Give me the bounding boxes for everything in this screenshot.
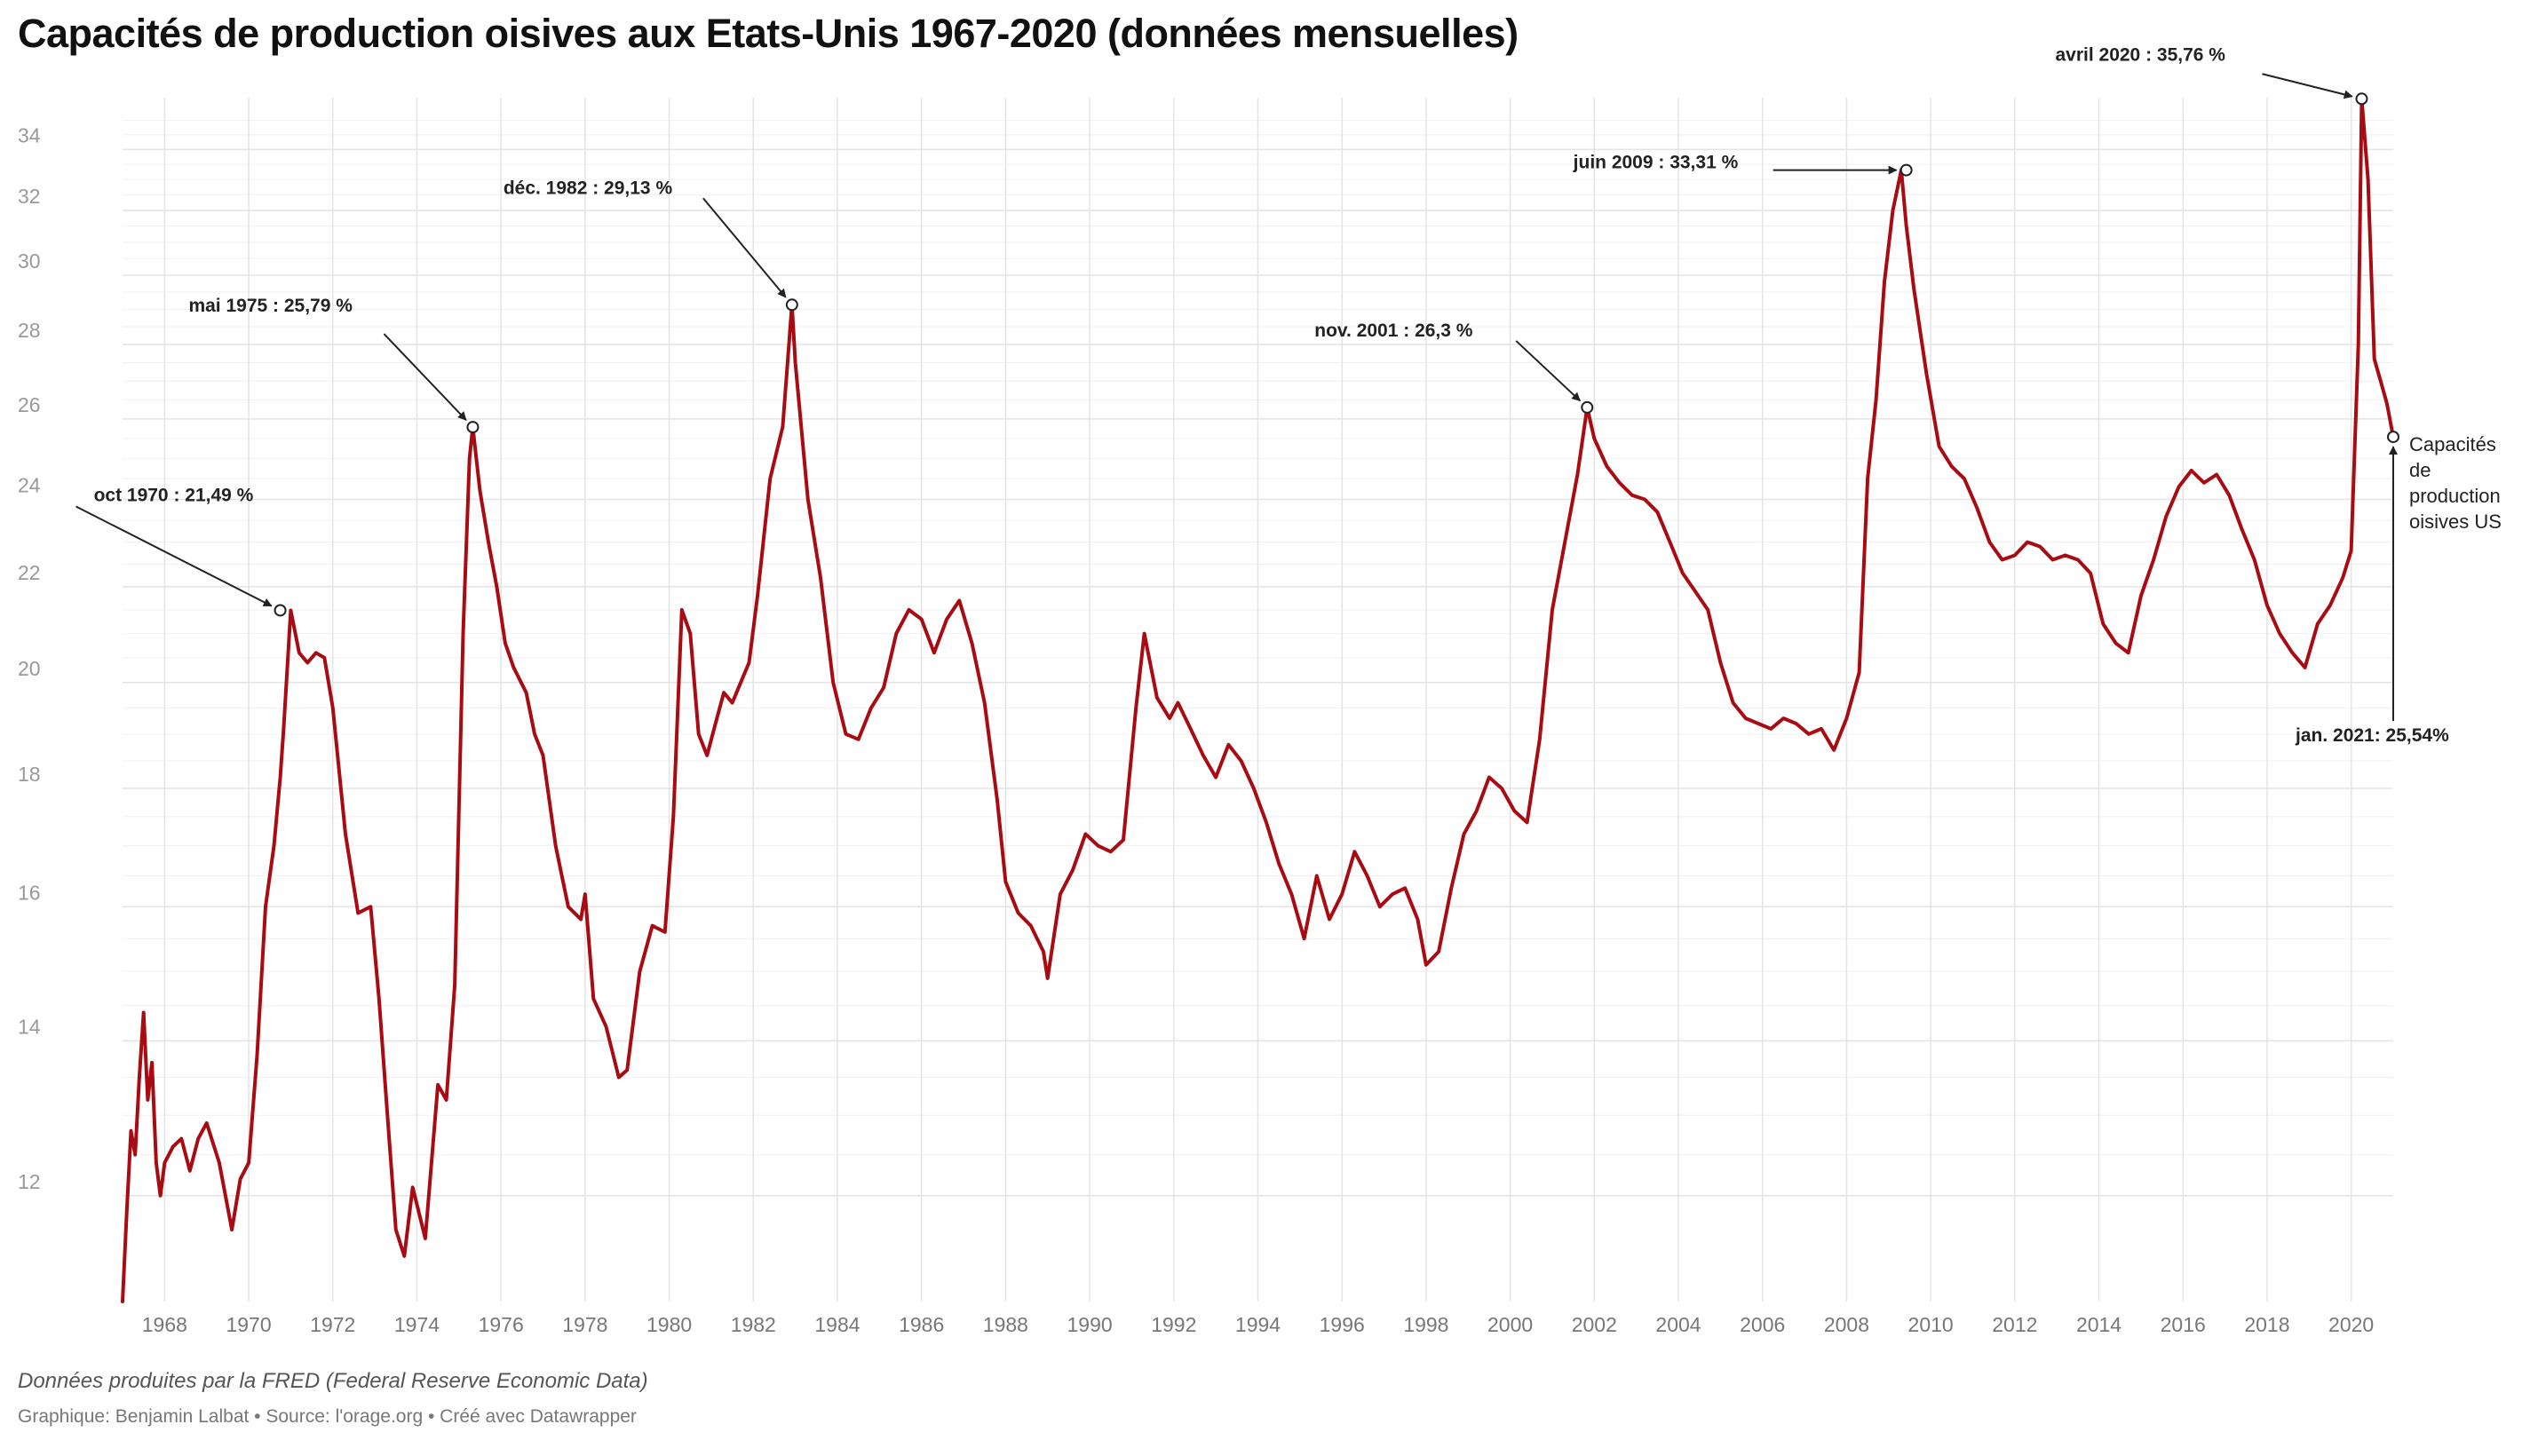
annotation-marker <box>2387 431 2399 444</box>
annotation-arrow <box>1515 340 1581 402</box>
y-tick-label: 24 <box>18 473 41 496</box>
x-axis: 1968 1970 1972 1974 1976 1978 1980 1982 1984 1986… <box>142 1313 2374 1336</box>
series-end-label-line: production <box>2409 485 2501 507</box>
annotation-marker <box>466 421 480 434</box>
y-tick-label: 30 <box>18 249 41 273</box>
annotation-arrow <box>383 333 467 421</box>
x-tick-label: 1978 <box>562 1313 607 1336</box>
annotation-marker <box>1581 400 1594 414</box>
x-tick-label: 1998 <box>1403 1313 1448 1336</box>
y-tick-label: 32 <box>18 185 41 208</box>
annotation-arrow <box>702 197 787 298</box>
annotation-label: déc. 1982 : 29,13 % <box>504 178 673 198</box>
y-tick-label: 18 <box>18 763 41 786</box>
series-line <box>121 97 2395 1303</box>
x-tick-label: 2020 <box>2328 1313 2374 1336</box>
x-tick-label: 2012 <box>1992 1313 2037 1336</box>
grid-lines <box>123 98 2393 1302</box>
annotation-arrow <box>75 505 273 607</box>
x-tick-label: 1974 <box>394 1313 440 1336</box>
x-tick-label: 1970 <box>226 1313 271 1336</box>
x-tick-label: 1982 <box>731 1313 776 1336</box>
chart-byline: Graphique: Benjamin Lalbat • Source: l'o… <box>18 1406 637 1427</box>
series-end-label-line: oisives US <box>2409 510 2502 533</box>
x-tick-label: 1990 <box>1067 1313 1113 1336</box>
x-tick-label: 2016 <box>2161 1313 2206 1336</box>
x-tick-label: 2010 <box>1908 1313 1954 1336</box>
line-chart: 12 14 16 18 20 22 24 26 28 30 32 34 1968 1970 1972 197… <box>18 44 2502 1336</box>
y-tick-label: 20 <box>18 657 41 680</box>
annotation-marker <box>274 604 287 617</box>
y-tick-label: 26 <box>18 393 41 416</box>
y-tick-label: 28 <box>18 319 41 342</box>
y-tick-label: 12 <box>18 1170 41 1193</box>
y-tick-label: 14 <box>18 1015 41 1038</box>
x-tick-label: 1992 <box>1151 1313 1196 1336</box>
x-tick-label: 2004 <box>1655 1313 1701 1336</box>
annotation-marker <box>2355 92 2368 106</box>
x-tick-label: 2006 <box>1740 1313 1785 1336</box>
chart-title: Capacités de production oisives aux Etat… <box>18 11 1519 56</box>
y-tick-label: 22 <box>18 561 41 584</box>
series-lines <box>121 97 2395 1303</box>
x-tick-label: 1988 <box>983 1313 1028 1336</box>
x-tick-label: 1994 <box>1235 1313 1281 1336</box>
x-tick-label: 1980 <box>646 1313 692 1336</box>
annotation-label: jan. 2021: 25,54% <box>2295 725 2449 746</box>
x-tick-label: 2014 <box>2076 1313 2121 1336</box>
series-end-label-line: Capacités <box>2409 433 2496 455</box>
x-tick-label: 1986 <box>899 1313 944 1336</box>
series-end-label: Capacités de production oisives US <box>2409 433 2502 533</box>
chart-notes: Données produites par la FRED (Federal R… <box>18 1369 648 1393</box>
annotation-label: juin 2009 : 33,31 % <box>1573 153 1739 173</box>
annotation-marker <box>1899 163 1913 177</box>
series-end-label-line: de <box>2409 459 2431 481</box>
x-tick-label: 2018 <box>2244 1313 2289 1336</box>
x-tick-label: 1972 <box>310 1313 355 1336</box>
y-axis: 12 14 16 18 20 22 24 26 28 30 32 34 <box>18 123 41 1192</box>
y-tick-label: 34 <box>18 123 41 146</box>
annotation-label: mai 1975 : 25,79 % <box>188 296 353 316</box>
x-tick-label: 1996 <box>1320 1313 1365 1336</box>
x-tick-label: 1976 <box>479 1313 524 1336</box>
x-tick-label: 2008 <box>1824 1313 1869 1336</box>
x-tick-label: 1968 <box>142 1313 187 1336</box>
annotation-label: oct 1970 : 21,49 % <box>94 485 254 505</box>
x-tick-label: 2002 <box>1572 1313 1617 1336</box>
annotation-arrow <box>2262 73 2353 99</box>
annotation-label: avril 2020 : 35,76 % <box>2055 44 2225 65</box>
annotations: oct 1970 : 21,49 % mai 1975 : 25,79 % déc.… <box>75 44 2502 746</box>
annotation-marker <box>785 298 798 312</box>
x-tick-label: 2000 <box>1487 1313 1533 1336</box>
y-tick-label: 16 <box>18 881 41 904</box>
x-tick-label: 1984 <box>814 1313 860 1336</box>
annotation-label: nov. 2001 : 26,3 % <box>1314 320 1473 341</box>
